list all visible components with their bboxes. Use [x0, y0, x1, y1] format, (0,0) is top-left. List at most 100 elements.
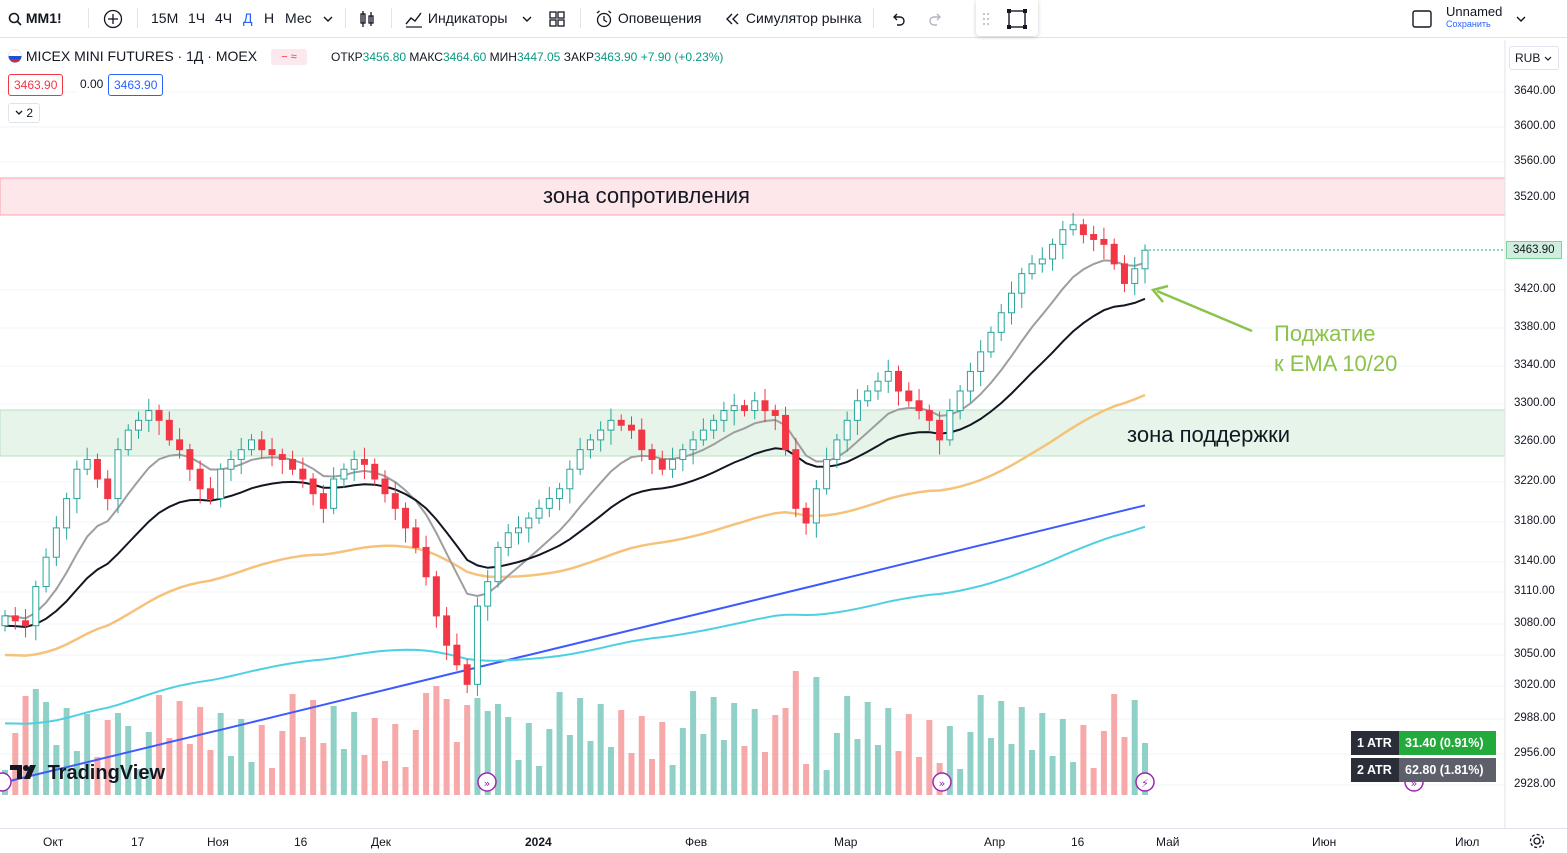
candle [145, 398, 153, 433]
symbol-legend[interactable]: MICEX MINI FUTURES · 1Д · MOEX − ≈ [8, 48, 307, 65]
volume-bar [987, 738, 994, 795]
price-axis-label: 3640.00 [1514, 85, 1556, 97]
candle [381, 470, 389, 503]
interval-dropdown-button[interactable] [322, 0, 334, 36]
candle [350, 450, 358, 481]
toolbar-divider [391, 8, 392, 28]
price-axis-label: 3180.00 [1514, 515, 1556, 527]
event-marker[interactable]: ⚡ [1135, 772, 1155, 792]
candle [936, 411, 944, 455]
volume-bar [669, 765, 676, 795]
volume-bar [1059, 719, 1066, 795]
indicator-templates-button[interactable] [521, 0, 533, 36]
volume-bar [720, 740, 727, 795]
alerts-button[interactable]: Оповещения [594, 0, 702, 36]
volume-bar [84, 714, 91, 795]
candle [535, 499, 543, 524]
candle [268, 437, 276, 467]
layout-menu-button[interactable] [1515, 0, 1527, 36]
redo-button[interactable] [928, 0, 944, 36]
candle [720, 401, 728, 433]
close-value: 3463.90 [593, 50, 638, 64]
volume-bar [926, 720, 933, 795]
interval-1h[interactable]: 1Ч [188, 10, 206, 26]
layouts-button[interactable] [548, 0, 566, 36]
interval-15m[interactable]: 15М [151, 10, 179, 26]
candle [42, 548, 50, 593]
candle [155, 404, 163, 435]
candle [627, 416, 635, 439]
chart-type-button[interactable] [357, 0, 377, 36]
open-value: 3456.80 [362, 50, 407, 64]
buy-price-button[interactable]: 3463.90 [108, 74, 164, 96]
indicators-label: Индикаторы [427, 10, 508, 26]
layout-checkbox[interactable] [1412, 0, 1432, 36]
candle [1079, 218, 1087, 244]
replay-button[interactable]: Симулятор рынка [724, 0, 862, 36]
volume-bar [423, 693, 430, 795]
chart-settings-button[interactable] [1528, 832, 1546, 853]
interval-1w[interactable]: Н [264, 10, 275, 26]
grid-icon [549, 11, 565, 27]
time-label: 2024 [525, 835, 552, 849]
low-value: 3447.05 [516, 50, 561, 64]
indicators-button[interactable]: Индикаторы [404, 0, 507, 36]
price-axis-label: 3050.00 [1514, 648, 1556, 660]
volume-bar [361, 755, 368, 795]
price-axis-label: 3300.00 [1514, 397, 1556, 409]
interval-1mo[interactable]: Мес [285, 10, 312, 26]
candle [556, 482, 564, 511]
tradingview-logo[interactable]: TradingView [10, 762, 165, 785]
event-marker[interactable] [0, 772, 12, 792]
interval-4h[interactable]: 4Ч [215, 10, 233, 26]
layout-icon [1412, 10, 1432, 28]
candle [319, 484, 327, 523]
symbol-search-button[interactable]: MM1! [8, 0, 62, 36]
candle [864, 385, 872, 407]
time-axis[interactable]: Окт 17 Ноя 16 Дек 2024 Фев Мар Апр 16 Ма… [0, 828, 1567, 853]
indicators-collapse-button[interactable]: 2 [8, 103, 40, 123]
svg-text:»: » [939, 777, 946, 790]
compare-button[interactable] [103, 0, 123, 36]
volume-bar [700, 734, 707, 795]
atr-2-name: 2 ATR [1351, 758, 1399, 782]
fullscreen-button[interactable] [1006, 0, 1028, 36]
currency-button[interactable]: RUB [1509, 46, 1559, 70]
drag-handle-icon[interactable] [982, 0, 990, 36]
volume-bar [618, 710, 625, 795]
candle [648, 443, 656, 475]
price-axis-label: 3380.00 [1514, 321, 1556, 333]
candle [874, 372, 882, 400]
event-marker[interactable]: » [932, 772, 952, 792]
volume-bar [792, 671, 799, 795]
interval-1d[interactable]: Д [243, 10, 253, 26]
candle [699, 418, 707, 446]
candle [309, 473, 317, 506]
candle [93, 453, 101, 488]
event-marker[interactable]: » [477, 772, 497, 792]
volume-bar [1142, 743, 1148, 795]
volume-bar [998, 701, 1005, 795]
legend-toggle-icon[interactable]: − ≈ [270, 49, 307, 65]
resistance-zone-label: зона сопротивления [543, 183, 750, 208]
layout-name-button[interactable]: Unnamed Сохранить [1446, 5, 1502, 30]
candle [576, 437, 584, 476]
candle [217, 463, 225, 508]
candle [617, 414, 625, 432]
candle [340, 463, 348, 488]
sell-price-button[interactable]: 3463.90 [8, 74, 64, 96]
volume-bar [484, 711, 491, 795]
undo-button[interactable] [890, 0, 906, 36]
volume-bar [864, 702, 871, 795]
candle [391, 481, 399, 521]
candle [751, 391, 759, 420]
volume-bar [443, 699, 450, 795]
volume-bar [536, 766, 543, 795]
candle [124, 424, 132, 456]
resistance-zone[interactable] [0, 177, 1506, 216]
save-status: Сохранить [1446, 19, 1491, 29]
candle [1, 610, 9, 632]
candle [114, 437, 122, 514]
candle [432, 570, 440, 628]
